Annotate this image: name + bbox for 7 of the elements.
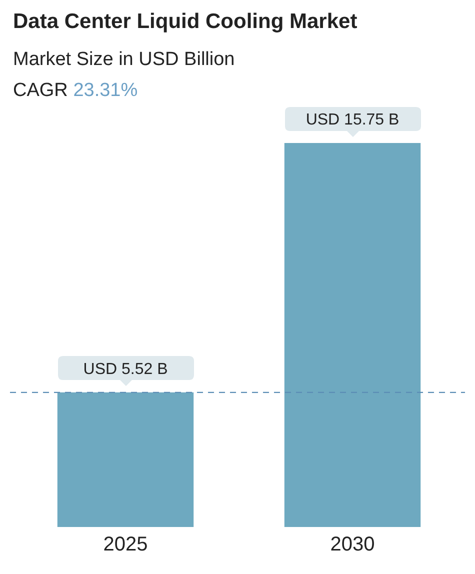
data-label: USD 5.52 B (83, 360, 168, 378)
x-tick-label: 2030 (330, 534, 375, 556)
text: CAGR 23.31% (13, 80, 138, 101)
x-tick-label: 2025 (103, 534, 148, 556)
data-label: USD 15.75 B (306, 111, 400, 128)
chart-title: Data Center Liquid Cooling Market (13, 9, 358, 35)
chart-subtitle: Market Size in USD Billion (13, 48, 235, 72)
